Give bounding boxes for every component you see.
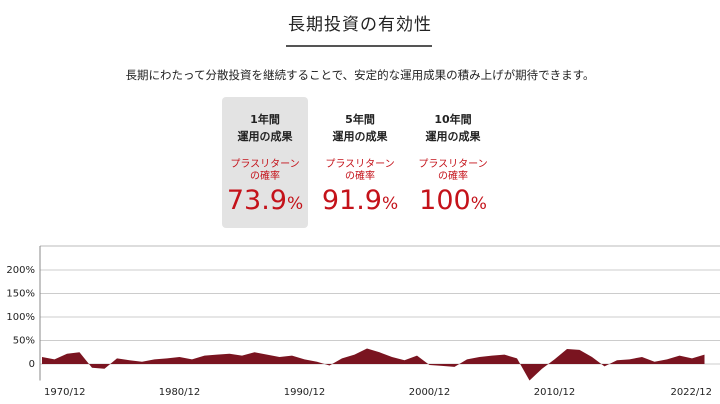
probability-unit: %	[286, 194, 304, 214]
y-tick-label: 50%	[13, 336, 35, 347]
period-line: 運用の成果	[425, 130, 481, 143]
period-line: 運用の成果	[237, 130, 293, 143]
probability-value: 91.9	[321, 185, 382, 216]
x-tick-label: 2022/12	[670, 387, 712, 398]
result-card: 1年間 運用の成果 プラスリターン の確率 73.9%	[222, 97, 308, 228]
probability-value: 73.9	[226, 185, 287, 216]
label: プラスリターン の確率	[410, 159, 496, 183]
label-line: プラスリターン	[230, 159, 300, 170]
label: プラスリターン の確率	[317, 159, 403, 183]
y-tick-label: 150%	[6, 288, 35, 299]
period-line: 1年間	[250, 113, 280, 126]
label-line: の確率	[438, 171, 468, 182]
x-tick-label: 1980/12	[159, 387, 201, 398]
label-line: の確率	[250, 171, 280, 182]
period: 5年間運用の成果	[317, 111, 403, 145]
y-tick-label: 100%	[6, 312, 35, 323]
x-tick-label: 1990/12	[284, 387, 326, 398]
title: 長期投資の有効性	[288, 15, 432, 35]
label: プラスリターン の確率	[222, 159, 308, 183]
period: 10年間運用の成果	[410, 111, 496, 145]
subtitle: 長期にわたって分散投資を継続することで、安定的な運用成果の積み上げが期待できます…	[125, 68, 595, 82]
probability: 73.9%	[222, 185, 308, 216]
probability-unit: %	[470, 194, 487, 214]
period: 1年間運用の成果	[222, 111, 308, 145]
label-line: プラスリターン	[325, 159, 395, 170]
probability-value: 100	[419, 185, 471, 216]
period-line: 10年間	[434, 113, 472, 126]
y-tick-label: 200%	[6, 265, 35, 276]
x-tick-label: 2000/12	[409, 387, 451, 398]
probability: 100%	[410, 185, 496, 216]
area	[42, 348, 705, 381]
x-tick-label: 1970/12	[44, 387, 86, 398]
period-line: 5年間	[345, 113, 375, 126]
label-line: プラスリターン	[418, 159, 488, 170]
period-line: 運用の成果	[332, 130, 388, 143]
title-rule	[286, 45, 432, 47]
probability-unit: %	[381, 194, 399, 214]
label-line: の確率	[345, 171, 375, 182]
result-card: 10年間 運用の成果 プラスリターン の確率 100%	[410, 97, 496, 228]
result-card: 5年間 運用の成果 プラスリターン の確率 91.9%	[317, 97, 403, 228]
y-tick-label: 0	[29, 359, 35, 370]
x-tick-label: 2010/12	[534, 387, 576, 398]
probability: 91.9%	[317, 185, 403, 216]
